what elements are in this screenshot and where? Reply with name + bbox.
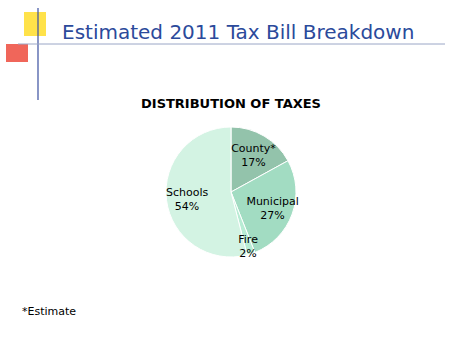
slice-label: Municipal	[246, 195, 298, 208]
slide: Estimated 2011 Tax Bill Breakdown *Estima…	[0, 0, 450, 338]
data-label: 17%	[241, 156, 265, 169]
slice-label: County*	[231, 142, 276, 155]
pie-labels: County*17% Municipal27%Fire2% Schools54%	[166, 142, 299, 260]
footnote: *Estimate	[22, 305, 76, 318]
deco-yellow	[24, 12, 46, 36]
deco-red	[6, 44, 28, 62]
data-label: 54%	[175, 200, 199, 213]
heading: Estimated 2011 Tax Bill Breakdown	[62, 20, 414, 44]
data-label: 27%	[260, 209, 284, 222]
deco-vline	[37, 8, 38, 100]
slice-label: Schools	[166, 186, 209, 199]
data-label: 2%	[239, 247, 256, 260]
pie	[166, 127, 296, 257]
slice-label: Fire	[238, 233, 258, 246]
chart-title: DISTRIBUTION OF TAXES	[141, 96, 321, 111]
